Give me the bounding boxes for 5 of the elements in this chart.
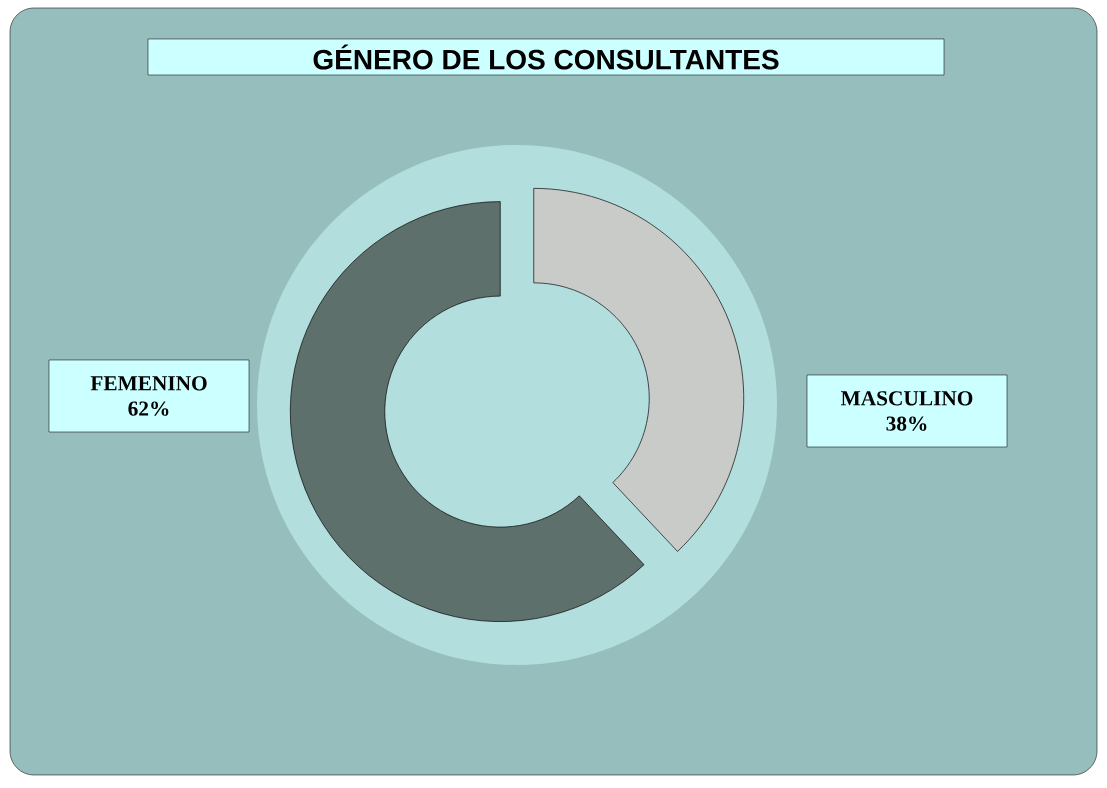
slice-label: FEMENINO	[90, 376, 207, 391]
chart-title: GÉNERO DE LOS CONSULTANTES	[313, 44, 779, 70]
data-label: 62%	[128, 401, 169, 416]
slice-label: MASCULINO	[840, 391, 973, 406]
data-label: 38%	[886, 416, 927, 431]
